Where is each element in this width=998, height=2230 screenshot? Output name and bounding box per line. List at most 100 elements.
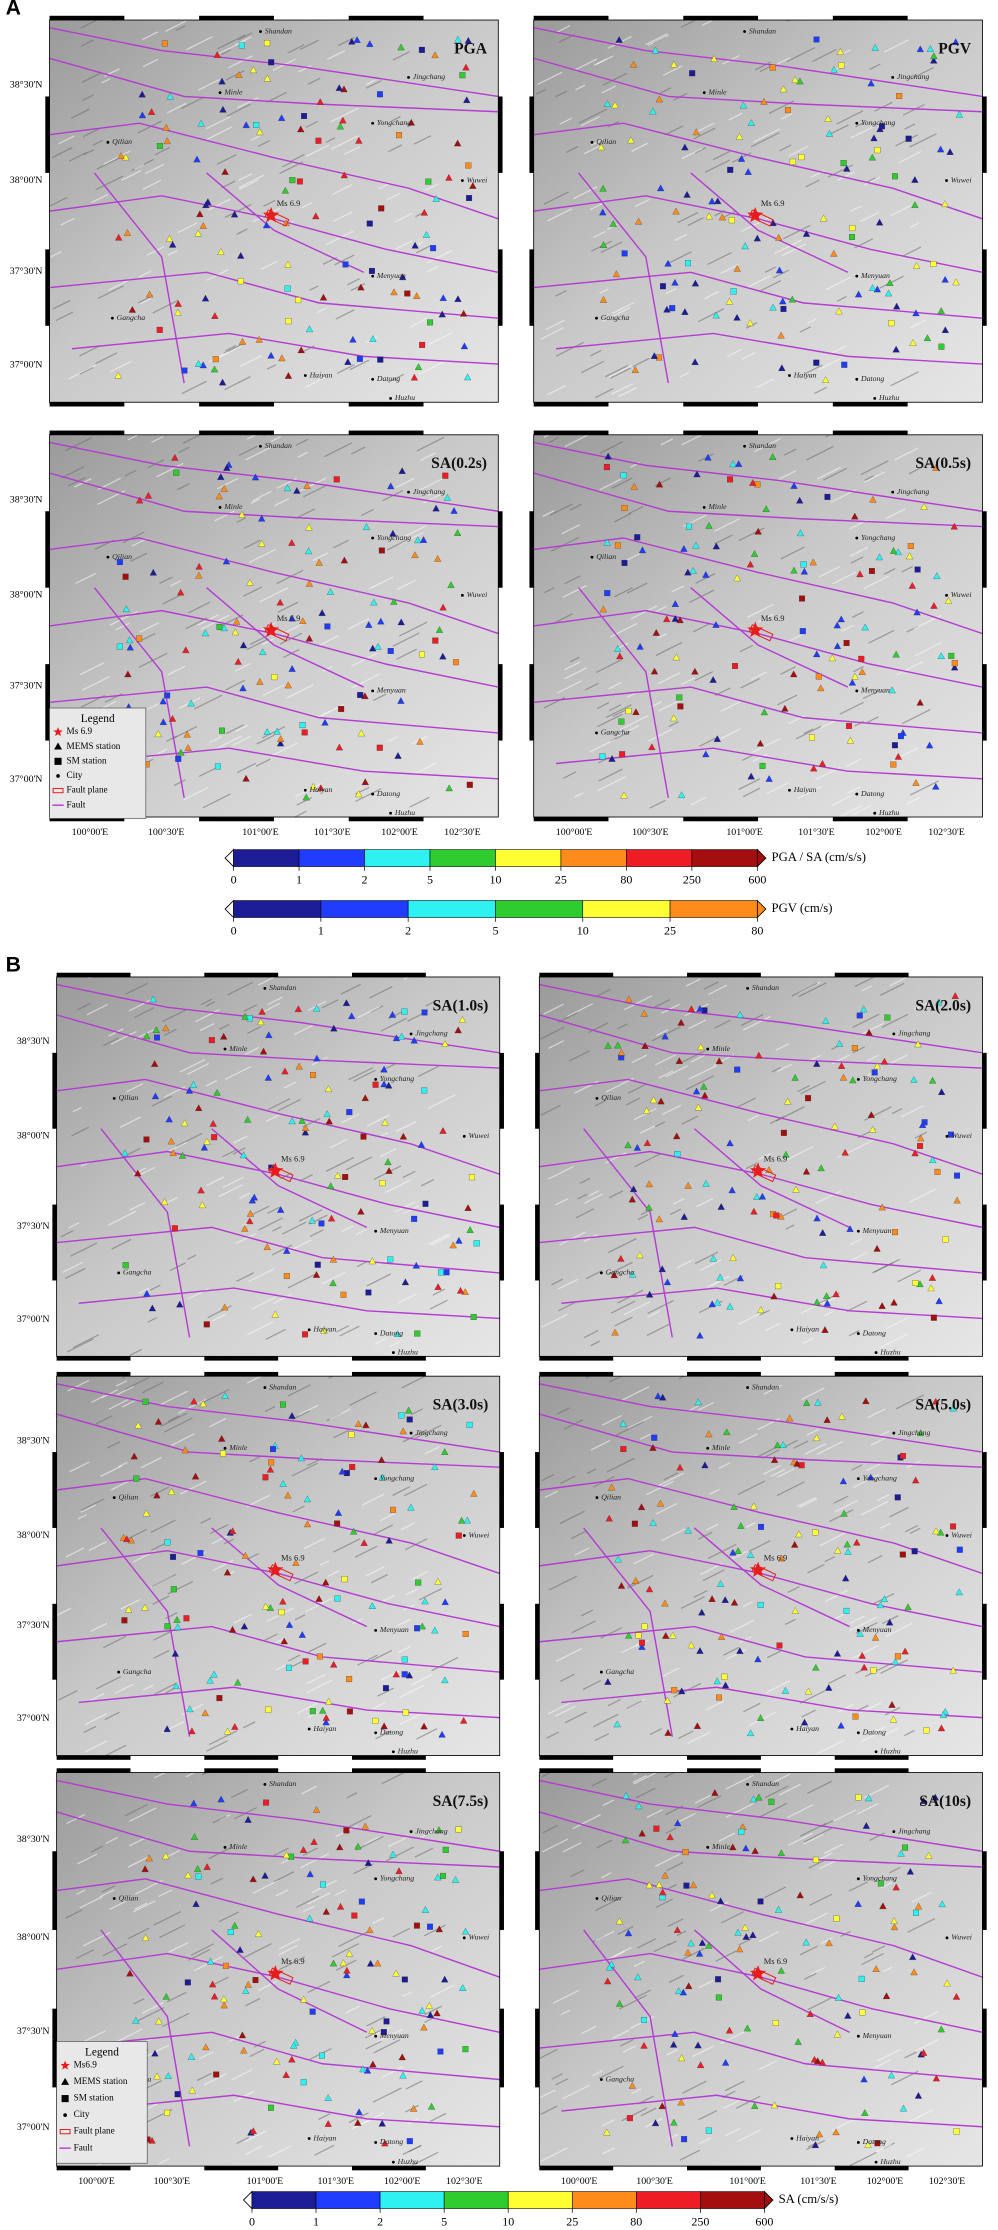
ridge [80, 39, 94, 47]
station-mems [867, 1111, 875, 1118]
station-sm [430, 245, 437, 252]
ridge [861, 1730, 883, 1743]
lat-label: 37°00'N [17, 1713, 50, 1724]
city-label: Jingchang [898, 1428, 930, 1437]
city-dot [855, 536, 859, 540]
station-mems [802, 1938, 810, 1946]
ridge [879, 275, 904, 289]
city-dot [409, 1830, 413, 1833]
station-mems [858, 1652, 866, 1659]
station-sm [859, 2009, 866, 2016]
ridge [134, 163, 145, 170]
station-mems [643, 1139, 651, 1146]
station-mems [228, 1625, 237, 1633]
ridge [356, 1261, 368, 1268]
station-mems [449, 1241, 457, 1249]
ridge [426, 249, 453, 264]
station-mems [453, 529, 462, 536]
ridge [611, 383, 633, 395]
station-mems [163, 1725, 171, 1732]
city-dot [856, 1077, 860, 1081]
city-label: Jingchang [413, 487, 445, 496]
map-panel: ShandanJingchangMinleYongchangQilianWuwe… [539, 1376, 983, 1756]
ridge [602, 72, 628, 86]
ridge [809, 1893, 833, 1906]
station-mems [941, 200, 949, 207]
colorbar-swatch [407, 900, 496, 918]
station-mems [663, 305, 671, 313]
ridge [679, 2149, 701, 2161]
station-mems [416, 737, 424, 745]
colorbar-tick-label: 2 [362, 872, 368, 886]
ridge [561, 524, 580, 535]
ridge [908, 1188, 937, 1204]
ridge [165, 20, 187, 32]
station-sm [914, 566, 921, 573]
legend-title: Legend [81, 713, 115, 725]
station-mems [361, 1822, 369, 1830]
ridge [212, 1815, 227, 1824]
ridge [95, 1415, 113, 1425]
ridge [429, 1984, 455, 1998]
station-mems [193, 155, 201, 163]
station-sm [815, 673, 822, 680]
city-dot [790, 2137, 794, 2140]
station-mems [344, 358, 352, 365]
legend-item: Fault plane [74, 2126, 115, 2136]
station-mems [629, 60, 638, 68]
ridge [623, 1300, 651, 1316]
ridge [416, 436, 445, 452]
ridge [325, 230, 354, 246]
station-mems [186, 1705, 194, 1713]
city-label: Huzhu [878, 808, 899, 817]
station-mems [825, 1939, 833, 1947]
ridge [863, 575, 890, 590]
station-mems [162, 1024, 170, 1032]
frame-band [52, 1851, 57, 1930]
station-mems [143, 1032, 151, 1040]
fault [561, 1287, 983, 1320]
ridge [681, 1115, 699, 1125]
ridge [307, 1712, 319, 1719]
ridge [255, 758, 271, 767]
city-dot [599, 1670, 603, 1674]
station-sm [270, 1446, 276, 1453]
lon-label: 102°00'E [381, 827, 418, 838]
ridge [380, 1017, 408, 1032]
station-mems [696, 1949, 704, 1957]
frame-band [204, 1755, 279, 1760]
station-sm [365, 1289, 372, 1296]
ridge [909, 319, 927, 329]
ridge [729, 1550, 748, 1561]
frame-band [982, 249, 987, 326]
station-mems [830, 249, 838, 257]
ridge [365, 79, 382, 89]
ridge [158, 1889, 173, 1898]
frame-band [49, 817, 125, 822]
station-mems [936, 145, 945, 153]
station-sm [214, 763, 221, 770]
lat-label: 37°00'N [10, 774, 43, 785]
ridge [388, 144, 403, 153]
station-mems [256, 678, 264, 685]
station-mems [791, 76, 799, 83]
station-mems [360, 1539, 368, 1546]
ridge [173, 779, 186, 787]
station-mems [117, 152, 125, 159]
ridge [121, 169, 142, 181]
station-mems [201, 294, 210, 302]
ridge [889, 1866, 901, 1874]
ridge [742, 1015, 771, 1031]
ridge [588, 1022, 609, 1034]
station-mems [687, 1939, 695, 1947]
station-mems [673, 1926, 682, 1933]
ridge [305, 144, 330, 158]
ridge [583, 1329, 599, 1339]
station-sm [143, 1136, 150, 1143]
station-mems [916, 698, 924, 706]
ridge [631, 2088, 642, 2095]
station-mems [710, 55, 718, 62]
ridge [797, 785, 823, 800]
ridge [334, 254, 355, 266]
ridge [876, 2048, 901, 2062]
